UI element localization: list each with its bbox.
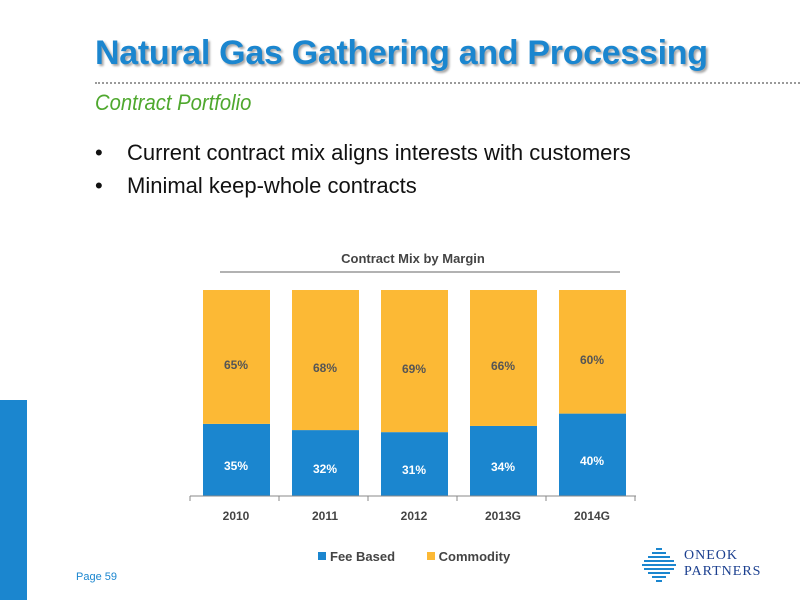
bar-commodity-2013G	[470, 290, 537, 426]
legend-item-commodity: Commodity	[426, 549, 510, 564]
x-tick-label: 2013G	[485, 509, 521, 523]
bullet-dot: •	[95, 173, 103, 198]
x-tick-label: 2014G	[574, 509, 610, 523]
logo-mark-icon	[642, 548, 676, 582]
data-label-commodity: 66%	[491, 359, 515, 373]
logo-text: ONEOK PARTNERS	[684, 548, 762, 579]
bar-fee-based-2012	[381, 432, 448, 496]
bullet-item: • Current contract mix aligns interests w…	[95, 138, 631, 171]
chart-legend: Fee Based Commodity	[318, 549, 538, 564]
data-label-commodity: 69%	[402, 362, 426, 376]
side-accent-bar	[0, 400, 27, 600]
data-label-fee-based: 32%	[313, 462, 337, 476]
contract-mix-chart: Contract Mix by Margin 35% 65% 2010 32% 68% 20…	[180, 240, 650, 580]
bullet-dot: •	[95, 140, 103, 165]
page-subtitle: Contract Portfolio	[95, 90, 252, 115]
data-label-commodity: 65%	[224, 358, 248, 372]
legend-item-fee-based: Fee Based	[318, 549, 395, 564]
x-tick-label: 2010	[223, 509, 250, 523]
bar-commodity-2011	[292, 290, 359, 431]
bar-commodity-2010	[203, 290, 270, 424]
x-tick-label: 2012	[401, 509, 428, 523]
bar-fee-based-2013G	[470, 425, 537, 496]
bar-fee-based-2010	[203, 423, 270, 496]
data-label-fee-based: 31%	[402, 463, 426, 477]
legend-swatch-fee-based	[318, 552, 326, 560]
data-label-commodity: 60%	[580, 353, 604, 367]
bar-fee-based-2014G	[559, 413, 626, 496]
page-title: Natural Gas Gathering and Processing	[95, 34, 708, 72]
data-label-fee-based: 40%	[580, 454, 604, 468]
data-label-fee-based: 34%	[491, 460, 515, 474]
chart-svg: Contract Mix by Margin 35% 65% 2010 32% 68% 20…	[189, 251, 636, 523]
data-label-commodity: 68%	[313, 361, 337, 375]
company-logo: ONEOK PARTNERS	[640, 546, 790, 586]
bar-fee-based-2011	[292, 430, 359, 496]
title-divider	[95, 82, 800, 84]
bar-commodity-2014G	[559, 290, 626, 414]
bullet-item: • Minimal keep-whole contracts	[95, 171, 631, 204]
chart-title: Contract Mix by Margin	[341, 251, 485, 266]
data-label-fee-based: 35%	[224, 459, 248, 473]
x-tick-label: 2011	[312, 509, 338, 523]
bullet-list: • Current contract mix aligns interests w…	[95, 138, 631, 204]
bar-commodity-2012	[381, 290, 448, 433]
page-number: Page 59	[76, 571, 117, 583]
legend-swatch-commodity	[426, 552, 435, 560]
